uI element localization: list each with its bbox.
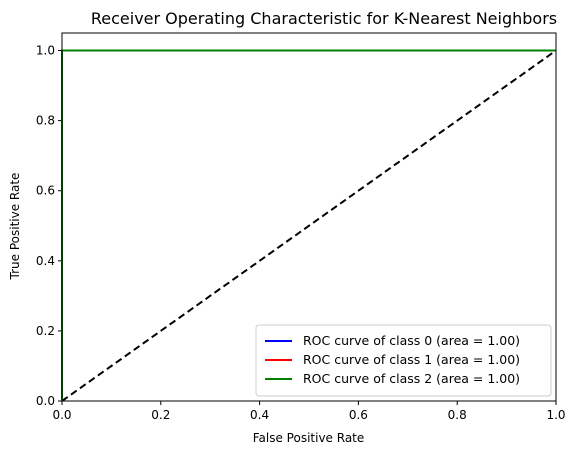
legend-label-class-0: ROC curve of class 0 (area = 1.00)	[303, 333, 520, 348]
legend-label-class-2: ROC curve of class 2 (area = 1.00)	[303, 371, 520, 386]
y-tick-label: 1.0	[36, 44, 55, 58]
y-tick-label: 0.8	[36, 114, 55, 128]
x-tick-label: 0.0	[52, 408, 71, 422]
reference-diagonal-line	[61, 49, 557, 402]
legend: ROC curve of class 0 (area = 1.00) ROC cu…	[255, 324, 552, 397]
tick-layer: 0.0 0.2 0.4 0.6 0.8 1.0 0.0 0.2 0.4 0.6 0.8 1.0	[36, 44, 566, 422]
x-axis-label: False Positive Rate	[253, 431, 365, 445]
y-axis-label: True Positive Rate	[8, 173, 22, 281]
legend-box	[255, 324, 552, 397]
x-tick-label: 0.6	[349, 408, 368, 422]
x-tick-label: 1.0	[546, 408, 565, 422]
y-tick-label: 0.4	[36, 254, 55, 268]
x-tick-label: 0.8	[448, 408, 467, 422]
series-layer	[61, 32, 557, 402]
legend-label-class-1: ROC curve of class 1 (area = 1.00)	[303, 352, 520, 367]
x-tick-label: 0.2	[151, 408, 170, 422]
x-tick-label: 0.4	[250, 408, 269, 422]
chart-title: Receiver Operating Characteristic for K-…	[91, 9, 557, 28]
y-tick-label: 0.2	[36, 324, 55, 338]
plot-frame	[61, 32, 557, 402]
y-tick-label: 0.0	[36, 394, 55, 408]
y-tick-label: 0.6	[36, 184, 55, 198]
